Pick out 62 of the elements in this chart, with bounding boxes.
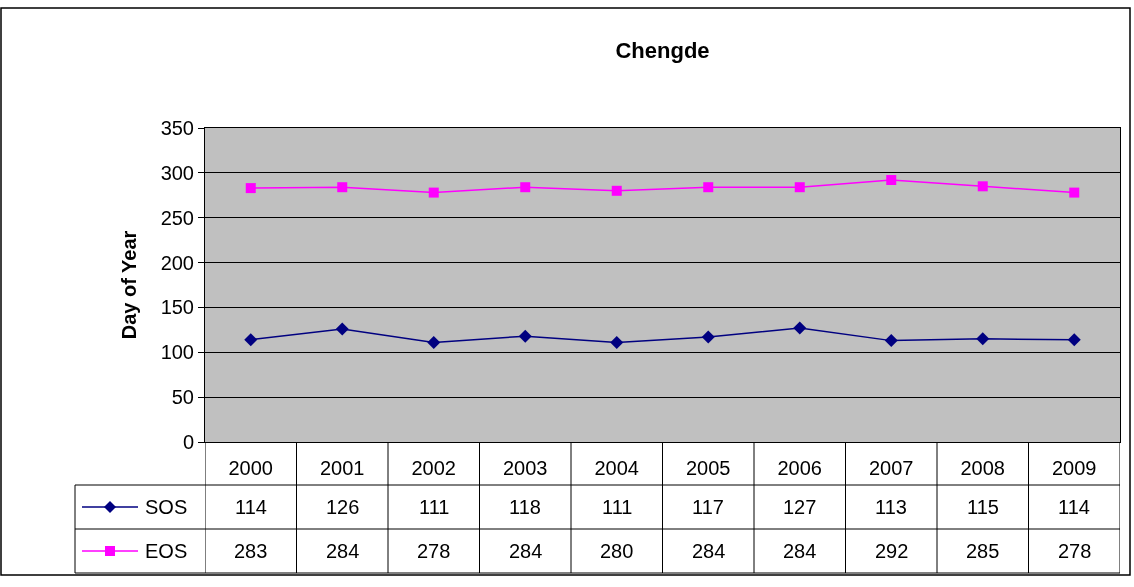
point: [427, 335, 441, 349]
point: [703, 182, 714, 193]
point: [976, 332, 990, 346]
data-label: 284: [326, 540, 360, 562]
legend-label: SOS: [145, 496, 188, 518]
x-tick-label: 2003: [503, 457, 548, 479]
data-label: 114: [1058, 496, 1090, 518]
point: [245, 183, 256, 194]
data-label: 113: [875, 496, 907, 518]
point: [520, 182, 531, 193]
point: [701, 330, 715, 344]
data-label: 285: [966, 540, 1000, 562]
x-tick-label: 2005: [686, 457, 731, 479]
x-tick-label: 2008: [960, 457, 1005, 479]
point: [428, 187, 439, 198]
data-label: 117: [692, 496, 724, 518]
data-label: 283: [234, 540, 268, 562]
y-tick-label: 200: [160, 251, 194, 274]
data-label: 111: [602, 496, 633, 518]
data-label: 280: [600, 540, 634, 562]
y-tick-label: 150: [160, 296, 194, 319]
point: [884, 334, 898, 348]
data-label: 278: [1058, 540, 1092, 562]
point: [611, 185, 622, 196]
y-tick-label: 250: [160, 206, 194, 229]
point: [793, 321, 807, 335]
legend-label: EOS: [145, 540, 188, 562]
x-tick-label: 2007: [869, 457, 914, 479]
x-tick-label: 2004: [594, 457, 639, 479]
data-label: 292: [875, 540, 909, 562]
x-tick-label: 2006: [777, 457, 822, 479]
data-label: 126: [326, 496, 360, 518]
point: [518, 329, 532, 343]
x-tick-label: 2002: [411, 457, 456, 479]
data-label: 115: [967, 496, 999, 518]
y-tick-label: 350: [160, 117, 194, 139]
point: [610, 335, 624, 349]
data-label: 111: [419, 496, 450, 518]
y-tick-label: 50: [171, 386, 194, 409]
x-tick-label: 2009: [1052, 457, 1097, 479]
chart-title: Chengde: [615, 37, 710, 63]
point: [1069, 187, 1080, 198]
data-label: 114: [235, 496, 267, 518]
data-label: 278: [417, 540, 451, 562]
point: [244, 333, 258, 347]
point: [335, 322, 349, 336]
point: [886, 175, 897, 186]
x-tick-label: 2000: [228, 457, 273, 479]
data-label: 284: [783, 540, 817, 562]
y-tick-label: 0: [182, 431, 194, 453]
data-label: 118: [509, 496, 541, 518]
data-label: 284: [509, 540, 543, 562]
point: [1067, 333, 1081, 347]
point: [337, 182, 348, 193]
data-label: 284: [692, 540, 726, 562]
y-axis-title: Day of Year: [118, 230, 141, 340]
point: [977, 181, 988, 192]
y-tick-label: 300: [160, 161, 194, 184]
y-tick-label: 100: [160, 341, 194, 364]
x-tick-label: 2001: [320, 457, 365, 479]
data-label: 127: [783, 496, 817, 518]
point: [794, 182, 805, 193]
